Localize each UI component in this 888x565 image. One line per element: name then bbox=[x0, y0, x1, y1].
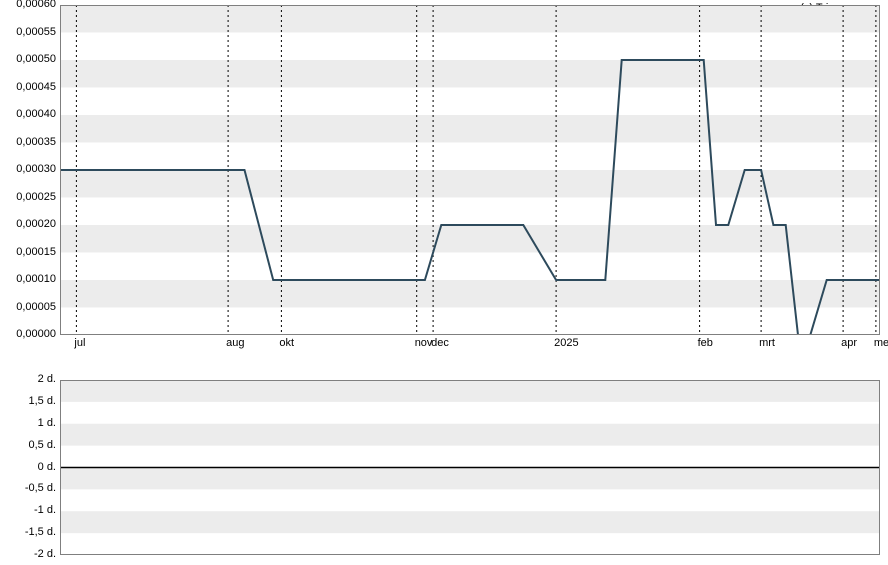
y-axis-label: 0,00055 bbox=[0, 26, 56, 38]
x-axis-label: okt bbox=[279, 337, 294, 349]
x-axis-label: 2025 bbox=[554, 337, 578, 349]
y-axis-label-lower: -2 d. bbox=[0, 548, 56, 560]
x-axis-label: dec bbox=[431, 337, 449, 349]
y-axis-label: 0,00025 bbox=[0, 191, 56, 203]
x-axis-label: mrt bbox=[759, 337, 775, 349]
y-axis-label-lower: 0 d. bbox=[0, 461, 56, 473]
x-axis-label: mei bbox=[874, 337, 888, 349]
y-axis-label: 0,00040 bbox=[0, 108, 56, 120]
y-axis-label-lower: 1 d. bbox=[0, 417, 56, 429]
y-axis-label: 0,00010 bbox=[0, 273, 56, 285]
x-axis-label: nov bbox=[415, 337, 433, 349]
x-axis-label: feb bbox=[698, 337, 713, 349]
y-axis-label: 0,00050 bbox=[0, 53, 56, 65]
y-axis-label: 0,00030 bbox=[0, 163, 56, 175]
y-axis-label: 0,00035 bbox=[0, 136, 56, 148]
y-axis-label: 0,00020 bbox=[0, 218, 56, 230]
price-chart bbox=[60, 5, 880, 335]
y-axis-label-lower: -0,5 d. bbox=[0, 482, 56, 494]
volume-chart bbox=[60, 380, 880, 555]
y-axis-label-lower: -1 d. bbox=[0, 504, 56, 516]
y-axis-label: 0,00060 bbox=[0, 0, 56, 10]
x-axis-label: apr bbox=[841, 337, 857, 349]
x-axis-label: jul bbox=[74, 337, 85, 349]
y-axis-label-lower: -1,5 d. bbox=[0, 526, 56, 538]
y-axis-label-lower: 2 d. bbox=[0, 373, 56, 385]
x-axis-label: aug bbox=[226, 337, 244, 349]
y-axis-label-lower: 1,5 d. bbox=[0, 395, 56, 407]
y-axis-label: 0,00000 bbox=[0, 328, 56, 340]
y-axis-label: 0,00005 bbox=[0, 301, 56, 313]
y-axis-label-lower: 0,5 d. bbox=[0, 439, 56, 451]
y-axis-label: 0,00015 bbox=[0, 246, 56, 258]
y-axis-label: 0,00045 bbox=[0, 81, 56, 93]
